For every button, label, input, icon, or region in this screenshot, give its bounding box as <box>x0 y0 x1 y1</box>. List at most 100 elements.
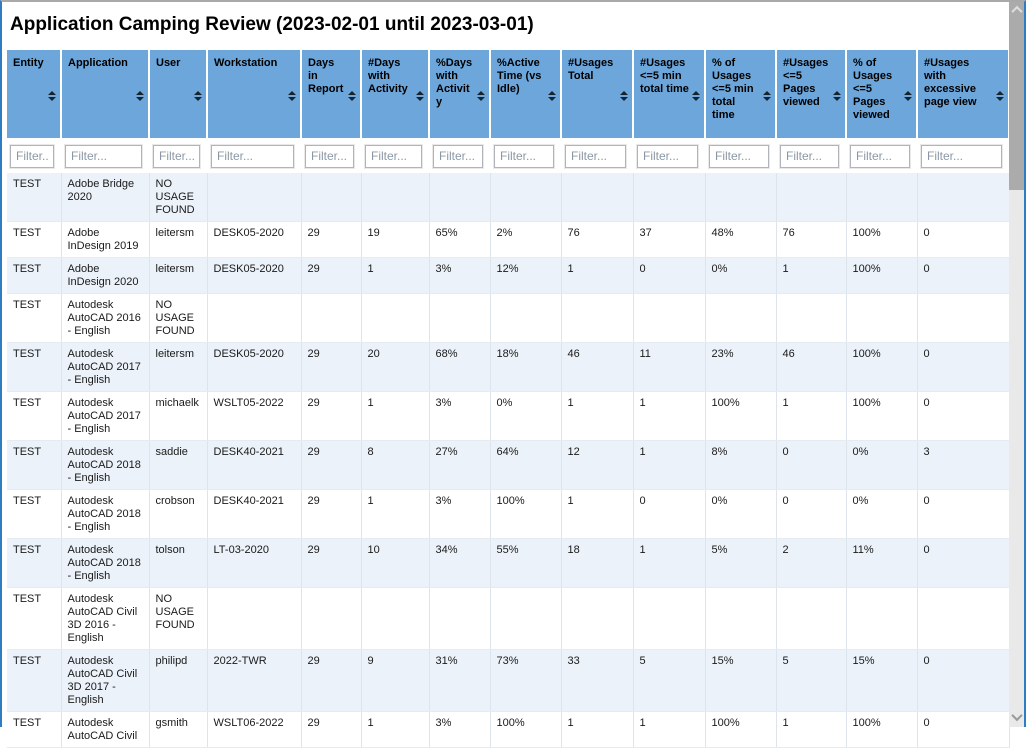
table-row: TEST Autodesk AutoCAD Civil 3D 2017 - Eng… <box>7 649 1010 712</box>
sort-icon[interactable] <box>194 90 202 101</box>
column-header-pct-usages-5pages[interactable]: % of Usages <=5 Pages viewed <box>846 50 918 141</box>
table-cell: 29 <box>301 711 362 748</box>
table-cell: DESK40-2021 <box>207 440 302 490</box>
scroll-down-button[interactable] <box>1009 709 1024 725</box>
sort-icon[interactable] <box>833 90 841 101</box>
filter-input-days-in-report[interactable] <box>305 144 354 168</box>
table-cell: 0 <box>776 489 847 539</box>
table-cell: 1 <box>361 391 430 441</box>
table-cell: 73% <box>490 649 562 712</box>
column-header-pct-active-time[interactable]: %Active Time (vs Idle) <box>490 50 562 141</box>
column-header-pct-usages-5min[interactable]: % of Usages <=5 min total time <box>705 50 777 141</box>
table-cell: michaelk <box>149 391 208 441</box>
column-header-pct-days-with-activity[interactable]: %Days with Activity <box>429 50 491 141</box>
table-cell: Autodesk AutoCAD 2016 - English <box>61 293 150 343</box>
table-cell: TEST <box>7 711 62 748</box>
column-header-application[interactable]: Application <box>61 50 150 141</box>
table-cell: 3% <box>429 711 491 748</box>
table-cell <box>429 587 491 650</box>
table-cell: NO USAGE FOUND <box>149 172 208 222</box>
column-header-days-in-report[interactable]: Days in Report <box>301 50 362 141</box>
filter-input-usages-5min[interactable] <box>637 144 698 168</box>
table-cell: 1 <box>633 711 706 748</box>
table-cell: 5 <box>633 649 706 712</box>
table-cell: 46 <box>776 342 847 392</box>
table-cell <box>633 293 706 343</box>
table-cell: 1 <box>561 711 634 748</box>
table-cell: 0 <box>917 221 1010 258</box>
column-header-workstation[interactable]: Workstation <box>207 50 302 141</box>
table-cell: 3% <box>429 391 491 441</box>
filter-input-pct-usages-5pages[interactable] <box>850 144 910 168</box>
sort-icon[interactable] <box>477 90 485 101</box>
sort-icon[interactable] <box>692 90 700 101</box>
table-cell: 18 <box>561 538 634 588</box>
column-header-user[interactable]: User <box>149 50 208 141</box>
table-cell: 100% <box>705 391 777 441</box>
sort-icon[interactable] <box>620 90 628 101</box>
filter-input-pct-days-with-activity[interactable] <box>433 144 483 168</box>
table-cell: Autodesk AutoCAD 2018 - English <box>61 489 150 539</box>
table-cell <box>776 587 847 650</box>
sort-icon[interactable] <box>48 90 56 101</box>
table-cell: 76 <box>776 221 847 258</box>
filter-input-application[interactable] <box>65 144 142 168</box>
table-cell <box>490 587 562 650</box>
filter-input-entity[interactable] <box>10 144 54 168</box>
filter-input-pct-active-time[interactable] <box>494 144 554 168</box>
scroll-up-button[interactable] <box>1009 2 1024 18</box>
table-cell: 0 <box>917 391 1010 441</box>
table-cell: leitersm <box>149 342 208 392</box>
table-cell: tolson <box>149 538 208 588</box>
table-cell <box>705 172 777 222</box>
filter-input-user[interactable] <box>153 144 200 168</box>
table-cell: 0% <box>705 489 777 539</box>
table-cell: 68% <box>429 342 491 392</box>
column-header-entity[interactable]: Entity <box>7 50 62 141</box>
table-cell: 1 <box>633 391 706 441</box>
column-label: %Active Time (vs Idle) <box>497 57 542 95</box>
table-cell <box>301 172 362 222</box>
filter-input-usages-excessive[interactable] <box>921 144 1002 168</box>
table-cell: 33 <box>561 649 634 712</box>
sort-icon[interactable] <box>136 90 144 101</box>
filter-input-days-with-activity[interactable] <box>365 144 422 168</box>
vertical-scrollbar[interactable] <box>1009 2 1024 727</box>
table-cell <box>917 587 1010 650</box>
table-cell: 20 <box>361 342 430 392</box>
sort-icon[interactable] <box>763 90 771 101</box>
sort-icon[interactable] <box>548 90 556 101</box>
column-header-usages-5min[interactable]: #Usages <=5 min total time <box>633 50 706 141</box>
column-header-usages-total[interactable]: #Usages Total <box>561 50 634 141</box>
column-header-usages-excessive[interactable]: #Usages with excessive page view <box>917 50 1010 141</box>
table-cell: 46 <box>561 342 634 392</box>
sort-icon[interactable] <box>288 90 296 101</box>
table-cell: Autodesk AutoCAD 2018 - English <box>61 440 150 490</box>
sort-icon[interactable] <box>348 90 356 101</box>
table-cell: TEST <box>7 587 62 650</box>
camping-review-table: Entity Application User Workstation Days… <box>7 50 1010 748</box>
table-cell: 1 <box>633 538 706 588</box>
column-header-usages-5pages[interactable]: #Usages <=5 Pages viewed <box>776 50 847 141</box>
sort-icon[interactable] <box>416 90 424 101</box>
filter-input-workstation[interactable] <box>211 144 294 168</box>
table-cell: TEST <box>7 172 62 222</box>
sort-icon[interactable] <box>904 90 912 101</box>
filter-input-usages-5pages[interactable] <box>780 144 839 168</box>
filter-input-pct-usages-5min[interactable] <box>709 144 769 168</box>
table-cell <box>776 293 847 343</box>
table-cell: 0% <box>705 257 777 294</box>
column-header-days-with-activity[interactable]: #Days with Activity <box>361 50 430 141</box>
filter-input-usages-total[interactable] <box>565 144 626 168</box>
table-cell: 8% <box>705 440 777 490</box>
sort-icon[interactable] <box>996 90 1004 101</box>
table-cell <box>705 293 777 343</box>
table-cell: TEST <box>7 489 62 539</box>
table-cell: 3% <box>429 489 491 539</box>
table-cell: 1 <box>776 391 847 441</box>
table-cell: 1 <box>361 257 430 294</box>
table-cell: Autodesk AutoCAD 2017 - English <box>61 342 150 392</box>
scrollbar-thumb[interactable] <box>1009 18 1024 190</box>
table-cell: 100% <box>846 711 918 748</box>
